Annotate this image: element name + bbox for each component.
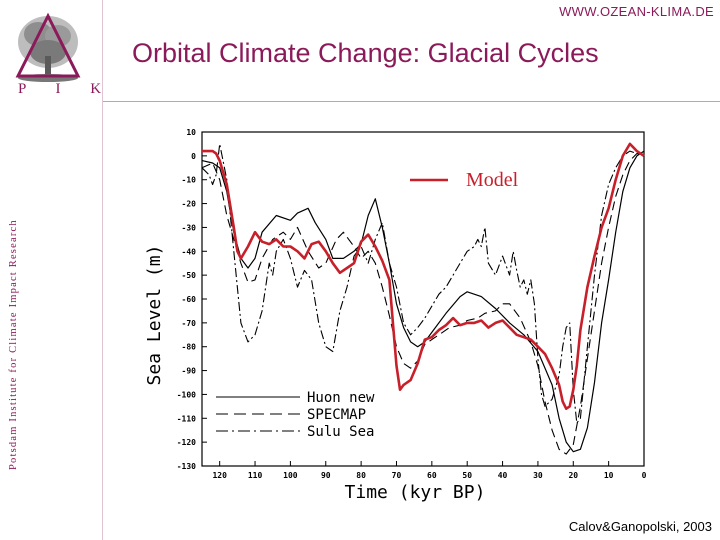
series-line-sulu-sea [201, 143, 645, 424]
y-tick-label: -100 [177, 390, 196, 399]
y-tick-label: -130 [177, 462, 196, 471]
legend-data: Huon new SPECMAP Sulu Sea [216, 390, 375, 440]
y-tick-label: -30 [182, 223, 197, 232]
y-axis-title: Sea Level (m) [144, 245, 165, 386]
legend-label-model: Model [466, 169, 519, 191]
y-tick-label: 10 [186, 128, 196, 137]
institute-name: Potsdam Institute for Climate Impact Res… [8, 219, 19, 470]
institute-text: Potsdam Institute for Climate Impact Res… [8, 219, 19, 470]
x-tick-label: 70 [392, 471, 402, 480]
x-axis: 120 110 100 90 80 70 60 50 40 30 20 10 0 [212, 461, 647, 480]
y-tick-label: -80 [182, 343, 197, 352]
x-tick-label: 120 [212, 471, 227, 480]
tree-icon [18, 16, 78, 82]
y-tick-label: -60 [182, 295, 197, 304]
pik-logo [15, 12, 81, 82]
series-line-model [202, 142, 645, 411]
credit: Calov&Ganopolski, 2003 [568, 519, 712, 534]
x-tick-label: 90 [321, 471, 331, 480]
x-tick-label: 80 [356, 471, 366, 480]
x-tick-label: 100 [283, 471, 298, 480]
y-axis: 10 0 -10 -20 -30 -40 -50 -60 -70 -80 -90 -100 -110 -1… [177, 128, 207, 471]
site-url[interactable]: WWW.OZEAN-KLIMA.DE [559, 4, 714, 19]
legend-label-huon: Huon new [307, 390, 375, 406]
sidebar-divider [102, 0, 103, 540]
x-tick-label: 60 [427, 471, 437, 480]
triangle-icon [15, 12, 81, 78]
sea-level-chart: 100-10-20-30-40-50-60-70-80-90-100-110-1… [144, 128, 647, 503]
series-lines [201, 142, 645, 455]
x-tick-label: 10 [604, 471, 614, 480]
legend-label-specmap: SPECMAP [307, 407, 366, 423]
header-divider [103, 101, 720, 102]
y-tick-label: 0 [191, 152, 196, 161]
x-tick-label: 20 [568, 471, 578, 480]
logo-letters: P I K [18, 81, 115, 97]
y-tick-label: -50 [182, 271, 197, 280]
series-line-huon-new [201, 150, 645, 453]
x-axis-title: Time (kyr BP) [345, 482, 486, 503]
slide-title: Orbital Climate Change: Glacial Cycles [132, 38, 599, 68]
y-tick-label: -40 [182, 247, 197, 256]
y-tick-label: -10 [182, 176, 197, 185]
x-tick-label: 110 [248, 471, 263, 480]
y-tick-label: -110 [177, 414, 196, 423]
legend-label-sulu: Sulu Sea [307, 424, 374, 440]
x-tick-label: 0 [642, 471, 647, 480]
x-tick-label: 30 [533, 471, 543, 480]
x-tick-label: 40 [498, 471, 508, 480]
y-tick-label: -120 [177, 438, 196, 447]
x-tick-label: 50 [462, 471, 472, 480]
y-tick-label: -70 [182, 319, 197, 328]
y-tick-label: -20 [182, 200, 197, 209]
legend-model: Model [410, 169, 519, 191]
plot-frame [201, 131, 645, 467]
y-tick-label: -90 [182, 367, 197, 376]
series-line-specmap [201, 150, 645, 455]
